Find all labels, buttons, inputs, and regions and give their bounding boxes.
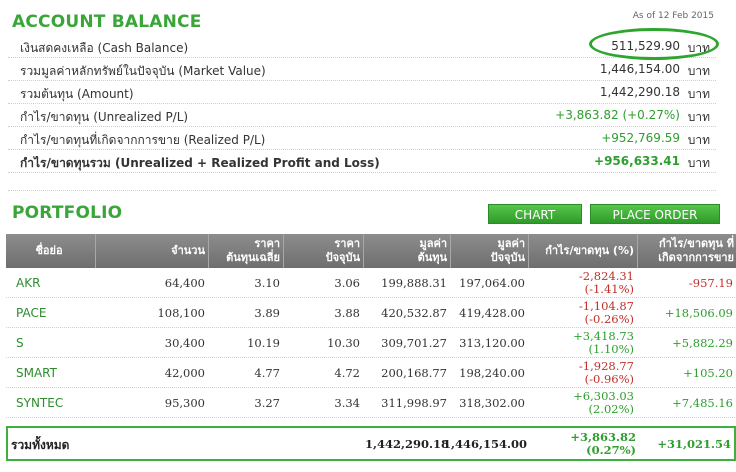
table-row: PACE 108,100 3.89 3.88 420,532.87 419,42… [6, 298, 736, 328]
chart-button[interactable]: CHART [488, 204, 582, 224]
col-header-avg-cost: ราคา ต้นทุนเฉลี่ย [209, 234, 284, 268]
cost-value-cell: 420,532.87 [381, 306, 447, 320]
market-value-value: 1,446,154.00 [599, 62, 680, 76]
realized-pl-cell: +18,506.09 [664, 306, 733, 320]
quantity-cell: 95,300 [164, 396, 205, 410]
total-pl-row: กำไร/ขาดทุนรวม (Unrealized + Realized Pr… [8, 150, 716, 173]
cost-value-cell: 311,998.97 [381, 396, 447, 410]
avg-cost-cell: 3.27 [254, 396, 280, 410]
avg-cost-cell: 3.10 [254, 276, 280, 290]
realized-pl-value: +952,769.59 [601, 131, 680, 145]
total-pl-unit: บาท [687, 156, 710, 170]
quantity-cell: 108,100 [157, 306, 205, 320]
total-unrealized-pl: +3,863.82 (0.27%) [570, 429, 636, 457]
table-row: S 30,400 10.19 10.30 309,701.27 313,120.… [6, 328, 736, 358]
total-pl-label: กำไร/ขาดทุนรวม (Unrealized + Realized Pr… [20, 156, 380, 170]
price-cell: 10.30 [327, 336, 360, 350]
realized-pl-cell: +105.20 [683, 366, 733, 380]
unrealized-pl-cell: +6,303.03 (2.02%) [573, 389, 634, 416]
total-cost-value: 1,442,290.18 [364, 436, 449, 451]
market-value-cell: 197,064.00 [459, 276, 525, 290]
market-value-cell: 198,240.00 [459, 366, 525, 380]
account-balance-title: ACCOUNT BALANCE [12, 12, 202, 32]
col-header-unrealized-pl: กำไร/ขาดทุน (%) [529, 234, 638, 268]
price-cell: 3.34 [334, 396, 360, 410]
place-order-button[interactable]: PLACE ORDER [590, 204, 720, 224]
unrealized-pl-value: +3,863.82 (+0.27%) [555, 108, 680, 122]
market-value-cell: 313,120.00 [459, 336, 525, 350]
market-value-cell: 318,302.00 [459, 396, 525, 410]
market-value-unit: บาท [687, 64, 710, 78]
portfolio-total-row: รวมทั้งหมด 1,442,290.18 1,446,154.00 +3,… [6, 426, 736, 461]
market-value-label: รวมมูลค่าหลักทรัพย์ในปัจจุบัน (Market Va… [20, 64, 266, 78]
symbol-link[interactable]: SYNTEC [16, 396, 64, 410]
cash-balance-highlight [589, 28, 719, 60]
avg-cost-cell: 4.77 [254, 366, 280, 380]
cost-value-cell: 199,888.31 [381, 276, 447, 290]
amount-label: รวมต้นทุน (Amount) [20, 87, 134, 101]
symbol-link[interactable]: AKR [16, 276, 41, 290]
table-row: SMART 42,000 4.77 4.72 200,168.77 198,24… [6, 358, 736, 388]
realized-pl-cell: -957.19 [688, 276, 733, 290]
col-header-symbol: ชื่อย่อ [6, 234, 96, 268]
col-header-price: ราคา ปัจจุบัน [284, 234, 364, 268]
cash-balance-label: เงินสดคงเหลือ (Cash Balance) [20, 41, 189, 55]
total-pl-value: +956,633.41 [594, 154, 680, 168]
price-cell: 3.06 [334, 276, 360, 290]
total-realized-pl: +31,021.54 [657, 436, 731, 451]
total-label: รวมทั้งหมด [11, 438, 70, 452]
avg-cost-cell: 3.89 [254, 306, 280, 320]
amount-unit: บาท [687, 87, 710, 101]
unrealized-pl-cell: +3,418.73 (1.10%) [573, 329, 634, 356]
realized-pl-row: กำไร/ขาดทุนที่เกิดจากการขาย (Realized P/… [8, 127, 716, 150]
realized-pl-cell: +7,485.16 [672, 396, 733, 410]
table-header: ชื่อย่อ จำนวน ราคา ต้นทุนเฉลี่ย ราคา ปัจจุ… [6, 234, 736, 268]
portfolio-table: ชื่อย่อ จำนวน ราคา ต้นทุนเฉลี่ย ราคา ปัจจุ… [6, 234, 736, 418]
realized-pl-label: กำไร/ขาดทุนที่เกิดจากการขาย (Realized P/… [20, 133, 266, 147]
table-row: SYNTEC 95,300 3.27 3.34 311,998.97 318,3… [6, 388, 736, 418]
unrealized-pl-cell: -1,104.87 (-0.26%) [578, 299, 634, 326]
unrealized-pl-cell: -1,928.77 (-0.96%) [578, 359, 634, 386]
quantity-cell: 64,400 [164, 276, 205, 290]
avg-cost-cell: 10.19 [247, 336, 280, 350]
symbol-link[interactable]: S [16, 336, 24, 350]
amount-value: 1,442,290.18 [599, 85, 680, 99]
col-header-cost-value: มูลค่า ต้นทุน [364, 234, 451, 268]
total-market-value: 1,446,154.00 [442, 436, 527, 451]
symbol-link[interactable]: PACE [16, 306, 47, 320]
as-of-date: As of 12 Feb 2015 [632, 11, 714, 21]
unrealized-pl-unit: บาท [687, 110, 710, 124]
cost-value-cell: 200,168.77 [381, 366, 447, 380]
table-row: AKR 64,400 3.10 3.06 199,888.31 197,064.… [6, 268, 736, 298]
market-value-cell: 419,428.00 [459, 306, 525, 320]
price-cell: 3.88 [334, 306, 360, 320]
realized-pl-unit: บาท [687, 133, 710, 147]
amount-row: รวมต้นทุน (Amount) 1,442,290.18 บาท [8, 81, 716, 104]
market-value-row: รวมมูลค่าหลักทรัพย์ในปัจจุบัน (Market Va… [8, 58, 716, 81]
realized-pl-cell: +5,882.29 [672, 336, 733, 350]
unrealized-pl-label: กำไร/ขาดทุน (Unrealized P/L) [20, 110, 189, 124]
cost-value-cell: 309,701.27 [381, 336, 447, 350]
price-cell: 4.72 [334, 366, 360, 380]
col-header-quantity: จำนวน [96, 234, 209, 268]
portfolio-title: PORTFOLIO [12, 203, 123, 223]
unrealized-pl-cell: -2,824.31 (-1.41%) [578, 269, 634, 296]
unrealized-pl-row: กำไร/ขาดทุน (Unrealized P/L) +3,863.82 (… [8, 104, 716, 127]
symbol-link[interactable]: SMART [16, 366, 57, 380]
section-divider [8, 190, 716, 191]
quantity-cell: 42,000 [164, 366, 205, 380]
quantity-cell: 30,400 [164, 336, 205, 350]
col-header-market-value: มูลค่า ปัจจุบัน [451, 234, 529, 268]
col-header-realized-pl: กำไร/ขาดทุน ที่ เกิดจากการขาย [658, 237, 734, 264]
